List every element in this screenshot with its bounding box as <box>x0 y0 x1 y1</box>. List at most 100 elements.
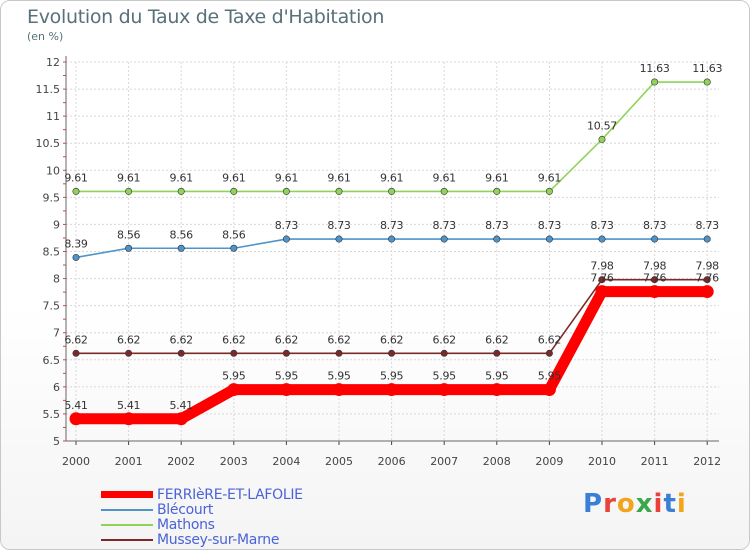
y-tick-label: 10 <box>46 164 60 177</box>
data-point <box>174 412 188 426</box>
y-tick-label: 6.5 <box>43 354 61 367</box>
data-label: 8.56 <box>222 228 246 241</box>
logo-letter: i <box>653 489 664 519</box>
data-label: 8.73 <box>485 219 509 232</box>
y-tick-label: 7 <box>53 327 60 340</box>
data-point <box>125 244 133 252</box>
data-point <box>335 349 343 357</box>
data-point <box>703 276 711 284</box>
data-point <box>177 187 185 195</box>
data-label: 8.73 <box>433 219 457 232</box>
data-point <box>230 349 238 357</box>
data-point <box>703 235 711 243</box>
logo-letter: i <box>676 489 687 519</box>
data-label: 7.76 <box>643 272 667 285</box>
data-label: 6.62 <box>117 333 140 346</box>
data-point <box>177 349 185 357</box>
data-label: 8.73 <box>590 219 614 232</box>
legend-label: Mussey-sur-Marne <box>157 532 280 548</box>
y-tick-label: 9.5 <box>43 191 61 204</box>
data-label: 9.61 <box>538 171 561 184</box>
data-point <box>282 187 290 195</box>
y-tick-label: 5.5 <box>43 408 61 421</box>
data-point <box>545 235 553 243</box>
legend-label: Mathons <box>157 517 215 533</box>
data-point <box>545 349 553 357</box>
data-label: 5.95 <box>222 370 246 383</box>
axes: 5 5.5 6 6.5 7 7.5 8 8.5 9 9.5 10 10.5 11 11.5 12 2000 20… <box>36 56 721 468</box>
data-point <box>598 235 606 243</box>
data-point <box>282 349 290 357</box>
y-tick-label: 8 <box>53 273 60 286</box>
data-label: 5.41 <box>64 399 87 412</box>
x-tick-label: 2006 <box>378 455 406 468</box>
data-label: 11.63 <box>640 62 670 75</box>
x-tick-label: 2011 <box>641 455 669 468</box>
data-label: 6.62 <box>433 333 456 346</box>
data-label: 8.73 <box>643 219 667 232</box>
data-point <box>598 135 606 143</box>
data-point <box>227 383 241 397</box>
data-label: 6.62 <box>380 333 403 346</box>
data-point <box>72 349 80 357</box>
data-label: 6.62 <box>327 333 350 346</box>
data-label: 7.76 <box>696 272 720 285</box>
data-label: 9.61 <box>380 171 403 184</box>
data-point <box>125 187 133 195</box>
legend-swatch <box>101 524 153 526</box>
data-point <box>651 235 659 243</box>
y-tick-label: 9 <box>53 218 60 231</box>
data-label: 8.39 <box>64 237 88 250</box>
data-point <box>125 349 133 357</box>
data-point <box>177 244 185 252</box>
data-label: 7.98 <box>643 260 667 273</box>
legend-item: Mathons <box>101 517 361 533</box>
data-label: 5.95 <box>327 370 351 383</box>
data-point <box>388 187 396 195</box>
data-label: 5.41 <box>117 399 140 412</box>
data-label: 9.61 <box>222 171 245 184</box>
data-label: 8.73 <box>327 219 351 232</box>
data-point <box>493 187 501 195</box>
data-point <box>545 187 553 195</box>
data-label: 9.61 <box>275 171 298 184</box>
data-point <box>440 349 448 357</box>
data-point <box>493 349 501 357</box>
x-tick-label: 2012 <box>693 455 721 468</box>
data-point <box>542 383 556 397</box>
x-tick-label: 2007 <box>430 455 458 468</box>
data-label: 9.61 <box>64 171 87 184</box>
data-point <box>335 235 343 243</box>
y-tick-label: 8.5 <box>43 246 61 259</box>
data-label: 5.95 <box>380 370 404 383</box>
data-point <box>69 412 83 426</box>
x-tick-label: 2008 <box>483 455 511 468</box>
x-tick-label: 2002 <box>167 455 195 468</box>
data-label: 9.61 <box>170 171 193 184</box>
y-tick-label: 11 <box>46 110 60 123</box>
data-label: 8.56 <box>117 228 141 241</box>
data-point <box>122 412 136 426</box>
data-label: 9.61 <box>327 171 350 184</box>
data-point <box>651 78 659 86</box>
data-point <box>72 253 80 261</box>
data-label: 9.61 <box>433 171 456 184</box>
data-label: 6.62 <box>64 333 87 346</box>
data-label: 5.95 <box>485 370 509 383</box>
x-tick-label: 2003 <box>220 455 248 468</box>
x-tick-label: 2009 <box>535 455 563 468</box>
chart-subtitle: (en %) <box>27 30 64 43</box>
legend-swatch <box>101 539 153 541</box>
data-point <box>388 235 396 243</box>
data-point <box>598 276 606 284</box>
y-tick-label: 11.5 <box>36 83 61 96</box>
legend-swatch <box>101 491 153 498</box>
data-point <box>388 349 396 357</box>
logo-letter: x <box>635 489 654 519</box>
x-tick-label: 2010 <box>588 455 616 468</box>
proxiti-logo: Proxiti <box>583 489 687 519</box>
data-label: 5.41 <box>170 399 193 412</box>
legend-item: Mussey-sur-Marne <box>101 532 361 548</box>
